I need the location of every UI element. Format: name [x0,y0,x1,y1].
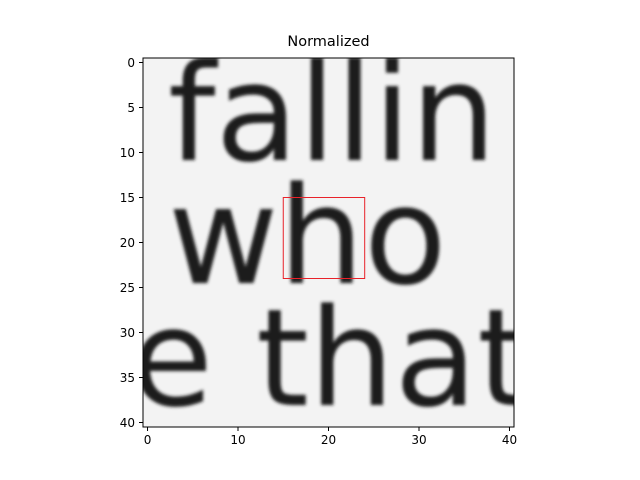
y-tick-label-25: 25 [120,281,135,295]
x-tick-label-0: 0 [144,433,152,447]
y-tick-label-40: 40 [120,416,135,430]
x-tick-label-40: 40 [502,433,517,447]
y-tick-label-10: 10 [120,146,135,160]
x-tick-label-20: 20 [321,433,336,447]
y-tick-label-30: 30 [120,326,135,340]
y-tick-label-0: 0 [127,56,135,70]
y-tick-label-15: 15 [120,191,135,205]
text-fallin: fallin [168,35,496,192]
highlight-box [282,197,366,279]
text-image: fallin who e that [130,35,530,437]
y-tick-label-5: 5 [127,101,135,115]
y-tick-label-20: 20 [120,236,135,250]
text-that: e that [130,280,530,437]
text-who: who [168,158,447,315]
chart-title: Normalized [287,34,370,50]
y-tick-label-35: 35 [120,371,135,385]
x-tick-label-10: 10 [230,433,245,447]
x-tick-label-30: 30 [411,433,426,447]
